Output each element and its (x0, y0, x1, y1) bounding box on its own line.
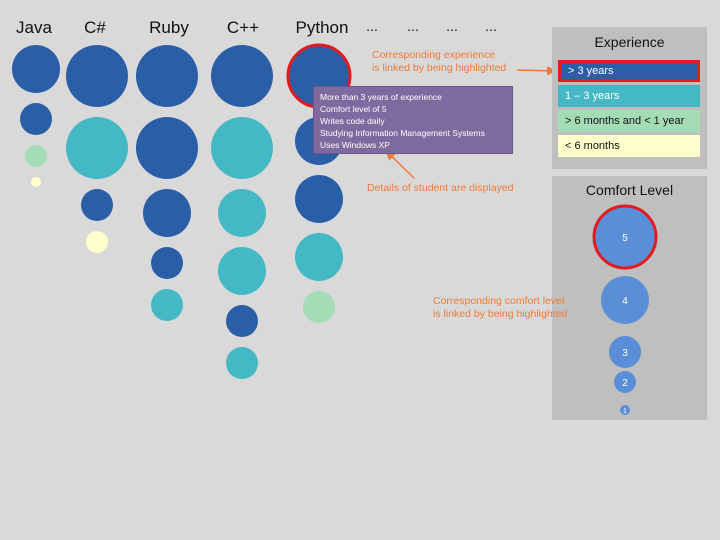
student-bubble-cx-0[interactable] (66, 45, 128, 107)
student-bubble-cx-3[interactable] (86, 231, 108, 253)
student-bubble-python-2[interactable] (295, 175, 343, 223)
column-label-python[interactable]: Python (295, 18, 349, 37)
tooltip-line: More than 3 years of experience (320, 92, 442, 102)
tooltip-line: Comfort level of 5 (320, 104, 387, 114)
column-label-java[interactable]: Java (16, 18, 52, 37)
annotation-line: is linked by being highlighted (433, 308, 568, 320)
student-bubble-java-0[interactable] (12, 45, 60, 93)
column-label-more[interactable]: ... (407, 18, 419, 34)
details-annotation: Details of student are displayed (367, 182, 514, 194)
student-bubble-cxx-4[interactable] (226, 305, 258, 337)
annotation-line: Corresponding experience (372, 49, 496, 61)
experience-annotation: Corresponding experience is linked by be… (372, 49, 506, 75)
student-bubble-ruby-0[interactable] (136, 45, 198, 107)
student-bubble-cxx-5[interactable] (226, 347, 258, 379)
legend-item-m6_1y[interactable]: > 6 months and < 1 year (558, 110, 700, 132)
column-label-more[interactable]: ... (485, 18, 497, 34)
tooltip-line: Uses Windows XP (320, 140, 390, 150)
comfort-panel-title: Comfort Level (585, 182, 674, 198)
student-bubble-cxx-1[interactable] (211, 117, 273, 179)
annotation-line: Corresponding comfort level (433, 295, 565, 307)
tooltip-line: Studying Information Management Systems (320, 128, 485, 138)
arrow-experience (516, 66, 558, 76)
student-bubble-cxx-2[interactable] (218, 189, 266, 237)
student-bubble-java-1[interactable] (20, 103, 52, 135)
student-bubble-ruby-3[interactable] (151, 247, 183, 279)
column-label-c++[interactable]: C++ (226, 18, 260, 37)
legend-item-lt6m[interactable]: < 6 months (558, 135, 700, 157)
student-bubble-cx-2[interactable] (81, 189, 113, 221)
student-bubble-ruby-4[interactable] (151, 289, 183, 321)
student-details-tooltip: More than 3 years of experience Comfort … (313, 86, 513, 154)
column-label-more[interactable]: ... (366, 18, 378, 34)
student-bubble-ruby-1[interactable] (136, 117, 198, 179)
comfort-annotation: Corresponding comfort level is linked by… (433, 295, 567, 321)
legend-item-gt3[interactable]: > 3 years (558, 60, 700, 82)
experience-panel-title: Experience (594, 34, 665, 50)
student-bubble-java-2[interactable] (25, 145, 47, 167)
column-label-more[interactable]: ... (446, 18, 458, 34)
arrow-details (384, 149, 415, 179)
column-label-ruby[interactable]: Ruby (149, 18, 189, 37)
student-bubble-java-3[interactable] (31, 177, 41, 187)
comfort-panel: Comfort Level (552, 176, 707, 420)
column-label-c#[interactable]: C# (84, 18, 106, 37)
student-bubble-ruby-2[interactable] (143, 189, 191, 237)
student-bubble-cx-1[interactable] (66, 117, 128, 179)
student-bubble-cxx-0[interactable] (211, 45, 273, 107)
legend-item-y1_3[interactable]: 1 – 3 years (558, 85, 700, 107)
tooltip-line: Writes code daily (320, 116, 385, 126)
student-bubble-python-3[interactable] (295, 233, 343, 281)
student-bubble-python-4[interactable] (303, 291, 335, 323)
annotation-line: is linked by being highlighted (372, 62, 507, 74)
student-bubble-cxx-3[interactable] (218, 247, 266, 295)
